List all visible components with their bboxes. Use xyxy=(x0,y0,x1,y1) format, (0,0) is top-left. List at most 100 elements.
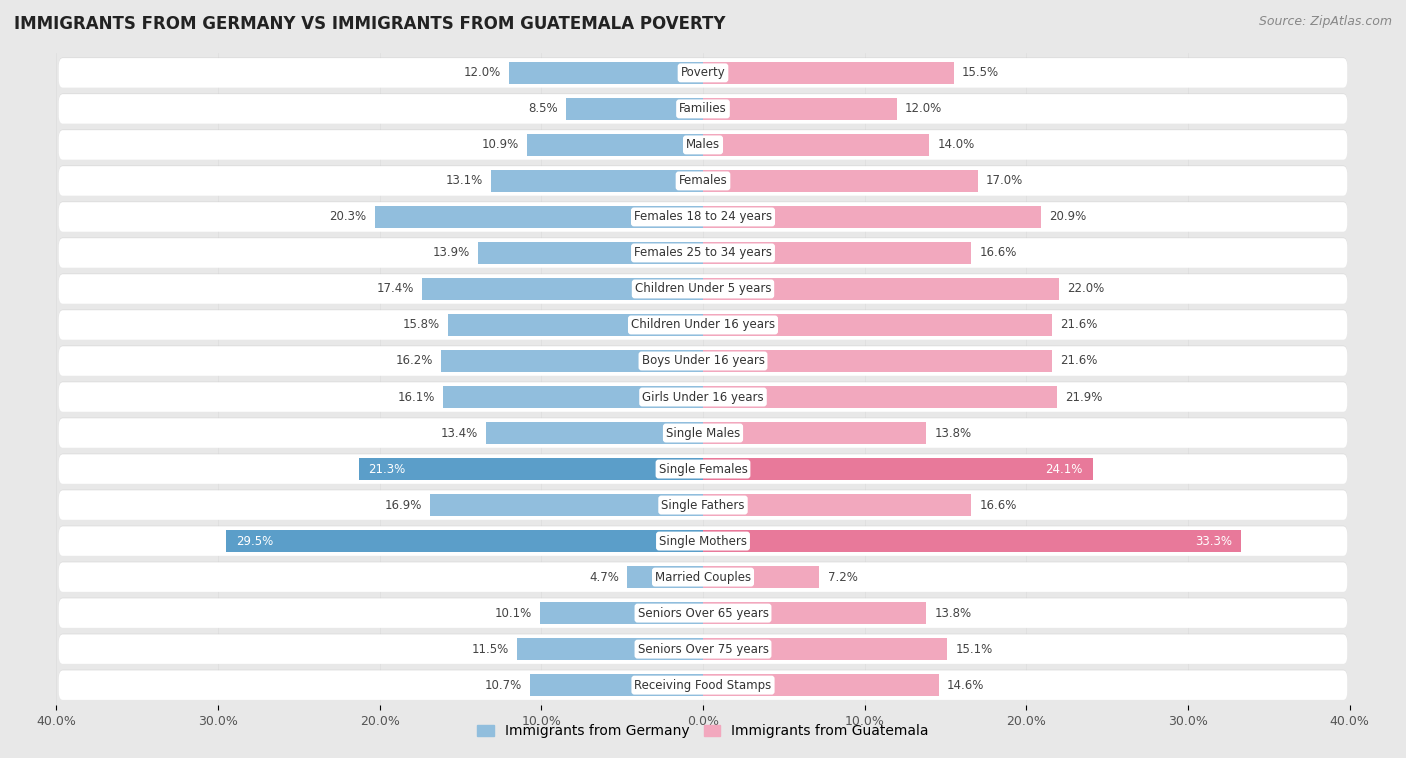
Text: Females 18 to 24 years: Females 18 to 24 years xyxy=(634,211,772,224)
Text: 21.6%: 21.6% xyxy=(1060,355,1098,368)
Text: 20.9%: 20.9% xyxy=(1049,211,1087,224)
Text: 12.0%: 12.0% xyxy=(905,102,942,115)
FancyBboxPatch shape xyxy=(59,454,1347,484)
Text: 17.0%: 17.0% xyxy=(986,174,1024,187)
FancyBboxPatch shape xyxy=(59,669,1347,699)
Text: 22.0%: 22.0% xyxy=(1067,283,1104,296)
Text: 15.1%: 15.1% xyxy=(955,643,993,656)
FancyBboxPatch shape xyxy=(59,634,1347,663)
Bar xyxy=(627,566,703,588)
Text: 10.9%: 10.9% xyxy=(481,139,519,152)
Text: 17.4%: 17.4% xyxy=(377,283,413,296)
Text: 13.1%: 13.1% xyxy=(446,174,484,187)
Text: Single Females: Single Females xyxy=(658,462,748,475)
Text: 13.9%: 13.9% xyxy=(433,246,470,259)
Text: Source: ZipAtlas.com: Source: ZipAtlas.com xyxy=(1258,15,1392,28)
Legend: Immigrants from Germany, Immigrants from Guatemala: Immigrants from Germany, Immigrants from… xyxy=(471,719,935,744)
Bar xyxy=(375,205,703,228)
Text: Seniors Over 65 years: Seniors Over 65 years xyxy=(637,606,769,619)
Text: 21.3%: 21.3% xyxy=(368,462,405,475)
FancyBboxPatch shape xyxy=(59,274,1347,304)
Text: 16.1%: 16.1% xyxy=(398,390,434,403)
Bar xyxy=(703,170,979,192)
FancyBboxPatch shape xyxy=(59,490,1347,520)
Text: 14.0%: 14.0% xyxy=(938,139,974,152)
FancyBboxPatch shape xyxy=(59,202,1347,232)
Text: 13.8%: 13.8% xyxy=(934,427,972,440)
Bar xyxy=(703,277,1059,300)
Bar xyxy=(703,530,1241,553)
FancyBboxPatch shape xyxy=(59,274,1347,303)
Text: Single Mothers: Single Mothers xyxy=(659,534,747,547)
Text: 7.2%: 7.2% xyxy=(828,571,858,584)
Text: 16.6%: 16.6% xyxy=(980,246,1017,259)
FancyBboxPatch shape xyxy=(59,346,1347,376)
Bar xyxy=(486,422,703,444)
Bar xyxy=(703,674,939,697)
Text: Children Under 5 years: Children Under 5 years xyxy=(634,283,772,296)
FancyBboxPatch shape xyxy=(59,381,1347,411)
Text: 15.8%: 15.8% xyxy=(402,318,440,331)
Text: Poverty: Poverty xyxy=(681,67,725,80)
Bar xyxy=(703,314,1052,336)
Text: 20.3%: 20.3% xyxy=(329,211,367,224)
FancyBboxPatch shape xyxy=(59,310,1347,340)
Bar xyxy=(443,386,703,408)
Text: Boys Under 16 years: Boys Under 16 years xyxy=(641,355,765,368)
FancyBboxPatch shape xyxy=(59,166,1347,196)
Bar xyxy=(703,422,927,444)
FancyBboxPatch shape xyxy=(59,634,1347,664)
Text: 4.7%: 4.7% xyxy=(589,571,619,584)
FancyBboxPatch shape xyxy=(59,309,1347,339)
Text: 11.5%: 11.5% xyxy=(472,643,509,656)
Text: Single Fathers: Single Fathers xyxy=(661,499,745,512)
Bar xyxy=(703,61,953,84)
Text: Males: Males xyxy=(686,139,720,152)
FancyBboxPatch shape xyxy=(59,490,1347,519)
Text: 33.3%: 33.3% xyxy=(1195,534,1232,547)
Bar xyxy=(509,61,703,84)
FancyBboxPatch shape xyxy=(59,525,1347,555)
Text: 10.7%: 10.7% xyxy=(485,678,522,691)
Text: 15.5%: 15.5% xyxy=(962,67,998,80)
FancyBboxPatch shape xyxy=(59,94,1347,124)
Text: 29.5%: 29.5% xyxy=(236,534,273,547)
Text: Girls Under 16 years: Girls Under 16 years xyxy=(643,390,763,403)
Bar xyxy=(703,205,1040,228)
Bar xyxy=(703,98,897,120)
Bar xyxy=(447,314,703,336)
Text: Families: Families xyxy=(679,102,727,115)
FancyBboxPatch shape xyxy=(59,202,1347,231)
Text: Married Couples: Married Couples xyxy=(655,571,751,584)
Bar xyxy=(703,242,972,264)
FancyBboxPatch shape xyxy=(59,418,1347,448)
FancyBboxPatch shape xyxy=(59,526,1347,556)
FancyBboxPatch shape xyxy=(59,346,1347,375)
Text: 14.6%: 14.6% xyxy=(948,678,984,691)
Bar xyxy=(441,350,703,372)
FancyBboxPatch shape xyxy=(59,382,1347,412)
Text: 16.2%: 16.2% xyxy=(395,355,433,368)
FancyBboxPatch shape xyxy=(59,597,1347,627)
Bar xyxy=(565,98,703,120)
Text: Children Under 16 years: Children Under 16 years xyxy=(631,318,775,331)
Bar xyxy=(517,638,703,660)
Text: Single Males: Single Males xyxy=(666,427,740,440)
FancyBboxPatch shape xyxy=(59,58,1347,88)
FancyBboxPatch shape xyxy=(59,453,1347,483)
Text: Receiving Food Stamps: Receiving Food Stamps xyxy=(634,678,772,691)
Bar xyxy=(703,638,948,660)
Text: 8.5%: 8.5% xyxy=(527,102,558,115)
FancyBboxPatch shape xyxy=(59,562,1347,592)
Text: 21.6%: 21.6% xyxy=(1060,318,1098,331)
FancyBboxPatch shape xyxy=(59,238,1347,268)
Text: 16.9%: 16.9% xyxy=(384,499,422,512)
Bar xyxy=(530,674,703,697)
FancyBboxPatch shape xyxy=(59,58,1347,87)
Bar xyxy=(703,494,972,516)
FancyBboxPatch shape xyxy=(59,418,1347,447)
Bar xyxy=(703,133,929,156)
FancyBboxPatch shape xyxy=(59,562,1347,591)
FancyBboxPatch shape xyxy=(59,237,1347,267)
Bar xyxy=(703,350,1052,372)
